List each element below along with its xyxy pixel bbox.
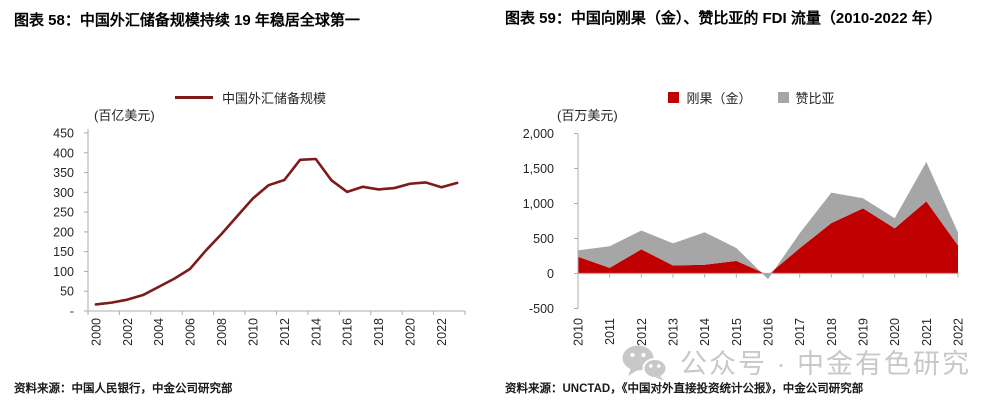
legend-square-swatch-drc bbox=[668, 92, 680, 103]
svg-text:2010: 2010 bbox=[572, 318, 586, 346]
svg-text:2002: 2002 bbox=[121, 318, 135, 346]
figure-59-source-note: 资料来源：UNCTAD，《中国对外直接投资统计公报》，中金公司研究部 bbox=[505, 383, 864, 395]
svg-text:0: 0 bbox=[547, 267, 554, 281]
figure-58-title: 图表 58：中国外汇储备规模持续 19 年稳居全球第一 bbox=[14, 12, 360, 29]
svg-text:2011: 2011 bbox=[603, 318, 617, 345]
legend-label-fx-reserves: 中国外汇储备规模 bbox=[221, 91, 326, 106]
legend-label-drc: 刚果（金） bbox=[686, 91, 752, 106]
svg-text:2022: 2022 bbox=[435, 318, 449, 346]
figure-59-y-axis-unit-label: (百万美元) bbox=[557, 108, 618, 123]
svg-text:450: 450 bbox=[53, 127, 74, 141]
svg-text:2018: 2018 bbox=[372, 318, 386, 346]
svg-text:2014: 2014 bbox=[309, 318, 323, 346]
svg-text:2004: 2004 bbox=[152, 318, 166, 346]
svg-text:2012: 2012 bbox=[278, 318, 292, 346]
legend-item-drc: 刚果（金） bbox=[668, 88, 752, 107]
wechat-icon bbox=[622, 345, 668, 380]
svg-text:2006: 2006 bbox=[184, 318, 198, 346]
figure-58-source-note: 资料来源：中国人民银行，中金公司研究部 bbox=[14, 383, 233, 395]
svg-text:100: 100 bbox=[53, 265, 74, 279]
svg-text:250: 250 bbox=[53, 206, 74, 220]
svg-text:2010: 2010 bbox=[246, 318, 260, 346]
svg-text:500: 500 bbox=[533, 232, 554, 246]
svg-text:2,000: 2,000 bbox=[523, 127, 554, 141]
figure-58-legend: 中国外汇储备规模 bbox=[0, 88, 501, 107]
watermark: 公众号 · 中金有色研究 bbox=[620, 342, 971, 381]
svg-text:2016: 2016 bbox=[341, 318, 355, 346]
svg-text:-: - bbox=[70, 305, 74, 319]
svg-text:2000: 2000 bbox=[89, 318, 103, 346]
svg-text:50: 50 bbox=[60, 285, 74, 299]
svg-text:300: 300 bbox=[53, 186, 74, 200]
legend-line-swatch bbox=[174, 95, 213, 100]
svg-text:350: 350 bbox=[53, 166, 74, 180]
figure-58-y-axis-unit-label: (百亿美元) bbox=[94, 108, 155, 123]
svg-text:200: 200 bbox=[53, 225, 74, 239]
legend-label-zambia: 赞比亚 bbox=[795, 91, 835, 106]
svg-text:400: 400 bbox=[53, 146, 74, 160]
svg-text:2020: 2020 bbox=[404, 318, 418, 346]
svg-text:-500: -500 bbox=[529, 302, 554, 316]
svg-text:1,000: 1,000 bbox=[523, 197, 554, 211]
legend-square-swatch-zambia bbox=[777, 92, 789, 103]
figure-59-title: 图表 59：中国向刚果（金）、赞比亚的 FDI 流量（2010-2022 年） bbox=[505, 10, 942, 27]
svg-text:2008: 2008 bbox=[215, 318, 229, 346]
fx-reserves-line-chart: 450 400 350 300 250 200 150 100 50 - 2000 2002 2004 2… bbox=[53, 127, 466, 346]
watermark-text: 公众号 · 中金有色研究 bbox=[680, 349, 971, 379]
legend-item-zambia: 赞比亚 bbox=[777, 88, 835, 107]
svg-text:1,500: 1,500 bbox=[523, 162, 554, 176]
svg-text:150: 150 bbox=[53, 245, 74, 259]
figure-59-legend: 刚果（金） 赞比亚 bbox=[501, 88, 1002, 107]
